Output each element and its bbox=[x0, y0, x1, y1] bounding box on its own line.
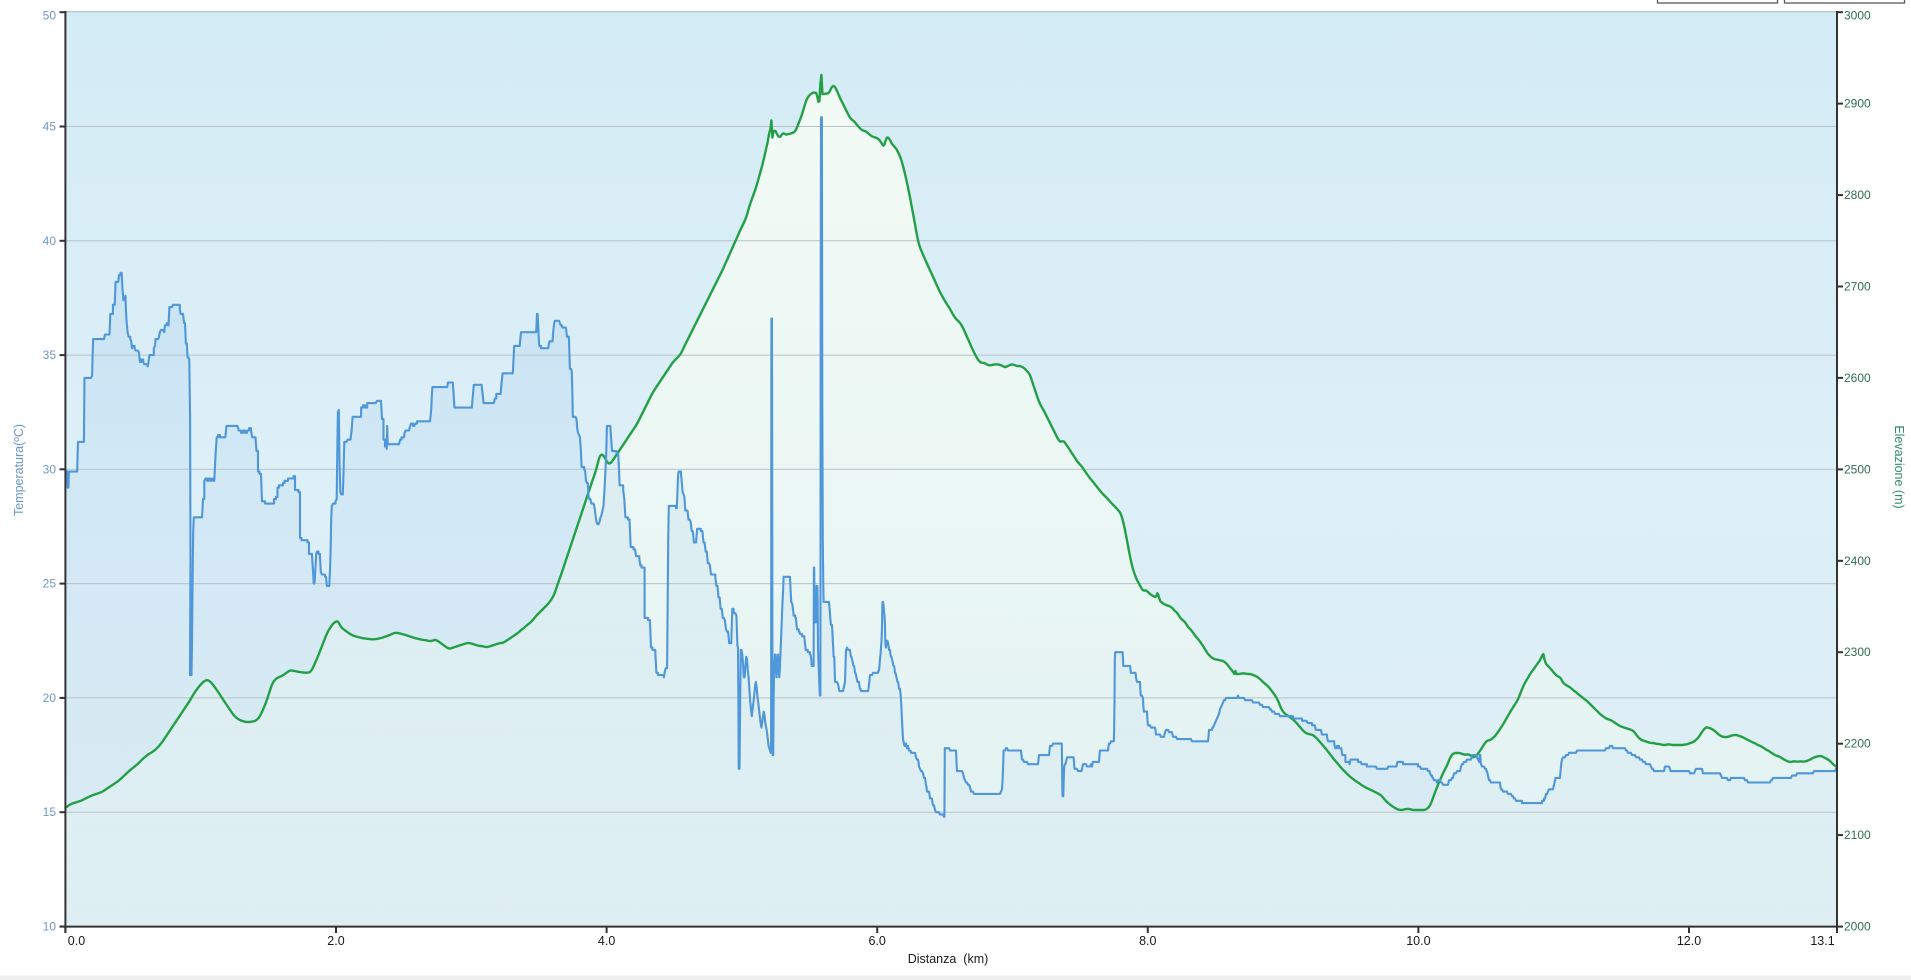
svg-text:4.0: 4.0 bbox=[598, 934, 615, 948]
svg-text:2000: 2000 bbox=[1844, 920, 1871, 934]
svg-text:10.0: 10.0 bbox=[1406, 934, 1430, 948]
svg-text:8.0: 8.0 bbox=[1139, 934, 1156, 948]
svg-text:2700: 2700 bbox=[1844, 280, 1871, 294]
svg-text:50: 50 bbox=[43, 9, 57, 23]
svg-text:2900: 2900 bbox=[1844, 97, 1871, 111]
svg-text:10: 10 bbox=[43, 920, 57, 934]
svg-text:35: 35 bbox=[43, 348, 57, 362]
svg-text:13.1: 13.1 bbox=[1810, 934, 1834, 948]
svg-text:6.0: 6.0 bbox=[869, 934, 886, 948]
svg-text:40: 40 bbox=[43, 234, 57, 248]
svg-text:12.0: 12.0 bbox=[1677, 934, 1701, 948]
svg-text:2200: 2200 bbox=[1844, 737, 1871, 751]
svg-text:15: 15 bbox=[43, 805, 57, 819]
svg-text:3000: 3000 bbox=[1844, 9, 1871, 23]
svg-text:Temperatura(ºC): Temperatura(ºC) bbox=[12, 424, 26, 516]
svg-text:2800: 2800 bbox=[1844, 188, 1871, 202]
svg-text:0.0: 0.0 bbox=[68, 934, 85, 948]
svg-text:2300: 2300 bbox=[1844, 645, 1871, 659]
svg-text:25: 25 bbox=[43, 577, 57, 591]
svg-text:20: 20 bbox=[43, 691, 57, 705]
svg-text:Distanza (km): Distanza (km) bbox=[908, 952, 989, 966]
svg-text:Elevazione (m): Elevazione (m) bbox=[1892, 425, 1906, 508]
svg-text:2600: 2600 bbox=[1844, 371, 1871, 385]
svg-text:45: 45 bbox=[43, 120, 57, 134]
svg-text:2400: 2400 bbox=[1844, 554, 1871, 568]
svg-text:2.0: 2.0 bbox=[327, 934, 344, 948]
svg-text:2100: 2100 bbox=[1844, 828, 1871, 842]
svg-text:30: 30 bbox=[43, 462, 57, 476]
svg-text:2500: 2500 bbox=[1844, 462, 1871, 476]
